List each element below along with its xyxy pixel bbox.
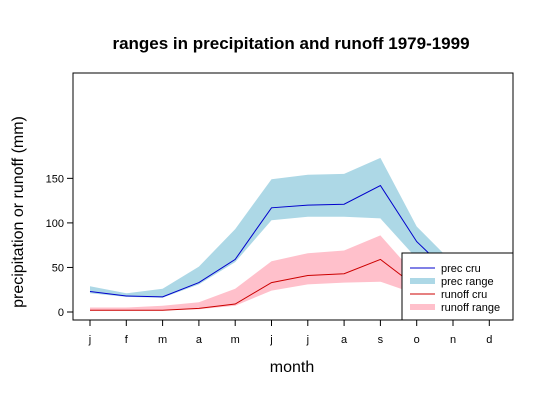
y-tick-label: 100 xyxy=(46,218,64,230)
chart-title: ranges in precipitation and runoff 1979-… xyxy=(112,34,469,53)
y-axis: 0 50 100 150 xyxy=(46,173,74,319)
legend-label-prec-cru: prec cru xyxy=(441,263,481,275)
y-tick-label: 150 xyxy=(46,173,64,185)
y-tick-label: 0 xyxy=(58,307,64,319)
y-tick-label: 50 xyxy=(52,262,64,274)
x-tick-label: d xyxy=(486,334,492,346)
x-tick-label: o xyxy=(414,334,420,346)
x-tick-label: a xyxy=(341,334,348,346)
x-tick-label: m xyxy=(231,334,240,346)
x-tick-label: a xyxy=(196,334,203,346)
x-tick-label: j xyxy=(269,334,272,346)
legend-label-prec-range: prec range xyxy=(441,276,494,288)
x-tick-label: m xyxy=(158,334,167,346)
x-tick-label: f xyxy=(125,334,129,346)
x-tick-label: j xyxy=(306,334,309,346)
x-tick-label: j xyxy=(88,334,91,346)
series-line-prec-cru xyxy=(89,184,490,298)
band-prec-range xyxy=(90,157,490,298)
y-axis-label: precipitation or runoff (mm) xyxy=(10,116,27,308)
band-runoff-range xyxy=(90,235,490,311)
legend-label-runoff-cru: runoff cru xyxy=(441,289,487,301)
legend-label-runoff-range: runoff range xyxy=(441,302,500,314)
x-axis-label: month xyxy=(270,359,314,376)
x-tick-label: n xyxy=(450,334,456,346)
x-tick-label: s xyxy=(378,334,384,346)
